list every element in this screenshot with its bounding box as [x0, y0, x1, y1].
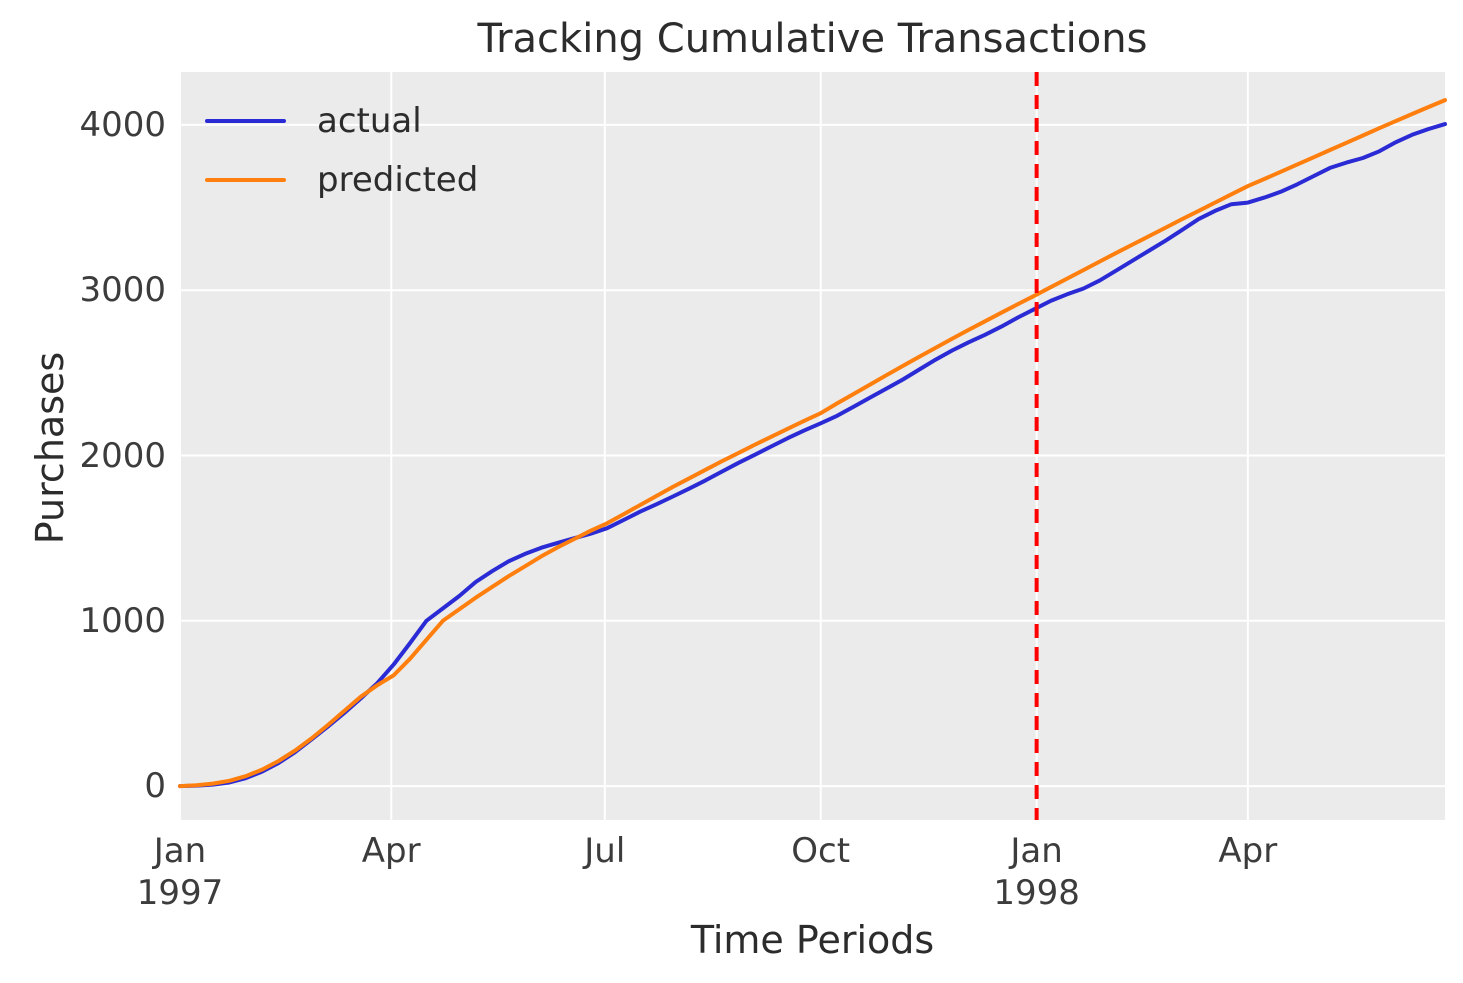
chart-title: Tracking Cumulative Transactions [477, 16, 1148, 62]
y-tick-label: 4000 [79, 104, 166, 145]
x-tick-month: Apr [361, 831, 421, 871]
x-tick-month: Apr [1218, 831, 1278, 871]
x-tick-label: Apr [1168, 830, 1328, 872]
x-tick-month: Jul [584, 831, 626, 871]
x-tick-label: Oct [741, 830, 901, 872]
legend-label-actual: actual [317, 101, 422, 141]
x-tick-year: 1998 [993, 873, 1080, 913]
x-tick-year: 1997 [136, 873, 224, 913]
y-tick-label: 0 [144, 766, 166, 807]
y-tick-label: 3000 [79, 270, 166, 311]
x-tick-month: Jan [1010, 831, 1063, 871]
actual-line [178, 122, 1447, 789]
legend-item-predicted: predicted [205, 159, 478, 201]
legend-label-predicted: predicted [317, 160, 479, 200]
x-tick-label: Jan 1997 [100, 830, 260, 914]
x-axis-label: Time Periods [690, 918, 935, 962]
y-tick-label: 1000 [79, 600, 166, 641]
x-tick-month: Oct [791, 831, 851, 871]
x-tick-label: Apr [311, 830, 471, 872]
x-tick-month: Jan [153, 831, 207, 871]
y-tick-label: 2000 [79, 435, 166, 476]
legend-item-actual: actual [205, 100, 478, 142]
actual-line-swatch [205, 119, 286, 123]
x-tick-label: Jul [525, 830, 685, 872]
x-tick-label: Jan 1998 [957, 830, 1117, 914]
predicted-line-swatch [205, 178, 286, 182]
predicted-line [178, 98, 1447, 789]
legend: actual predicted [205, 100, 478, 218]
